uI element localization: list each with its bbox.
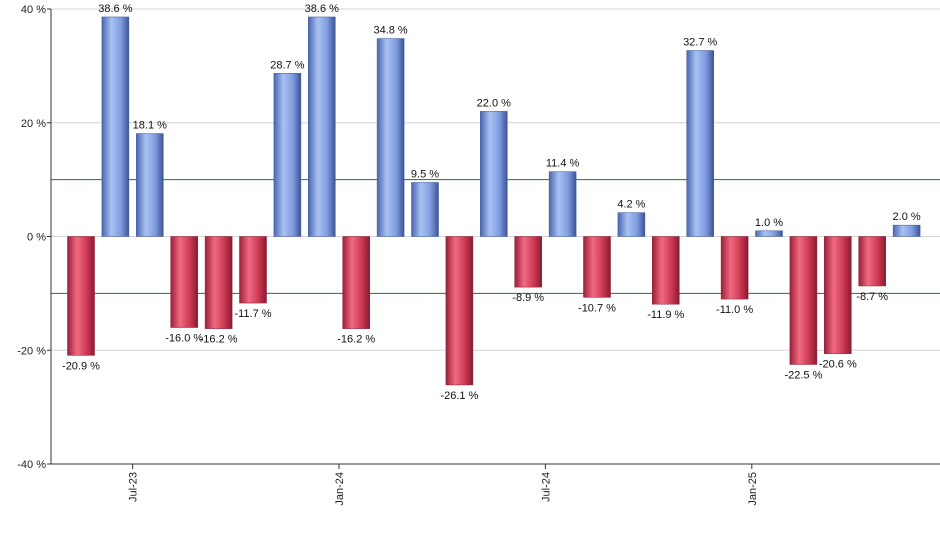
data-labels: -20.9 %38.6 %18.1 %-16.0 %-16.2 %-11.7 %… bbox=[62, 3, 921, 402]
data-label: -16.0 % bbox=[165, 333, 203, 345]
bar bbox=[824, 236, 852, 354]
bar bbox=[308, 16, 336, 237]
axes: 40 % 20 % 0 % -20 % -40 % Jul-23 Jan-24 Jul-24 J… bbox=[17, 4, 940, 506]
y-tick-label: 40 % bbox=[21, 4, 46, 16]
data-label: 11.4 % bbox=[546, 158, 580, 170]
bar bbox=[652, 236, 680, 305]
y-tick-label: 0 % bbox=[27, 232, 46, 244]
bars bbox=[67, 16, 921, 386]
data-label: 34.8 % bbox=[373, 25, 407, 37]
data-label: -11.7 % bbox=[234, 308, 271, 320]
bar bbox=[480, 111, 508, 237]
bar bbox=[376, 38, 405, 237]
bar bbox=[514, 236, 542, 288]
bar bbox=[583, 236, 611, 298]
y-tick-label: 20 % bbox=[21, 118, 46, 130]
x-tick-label: Jan-24 bbox=[334, 472, 346, 506]
bar bbox=[342, 236, 370, 329]
data-label: 32.7 % bbox=[683, 37, 717, 49]
bar bbox=[617, 212, 646, 237]
data-label: -11.0 % bbox=[716, 304, 753, 316]
bar bbox=[273, 73, 302, 237]
bar bbox=[204, 236, 233, 329]
y-tick-label: -40 % bbox=[17, 459, 46, 471]
data-label: -8.7 % bbox=[856, 291, 888, 303]
x-tick-label: Jul-23 bbox=[128, 472, 140, 502]
bar bbox=[411, 182, 439, 237]
data-label: 2.0 % bbox=[893, 211, 921, 223]
data-label: 38.6 % bbox=[305, 3, 339, 15]
data-label: 22.0 % bbox=[477, 97, 511, 109]
data-label: -16.2 % bbox=[200, 334, 238, 346]
bar bbox=[720, 236, 749, 300]
bar bbox=[170, 236, 198, 328]
bar bbox=[789, 236, 818, 365]
bar bbox=[892, 224, 921, 237]
bar bbox=[136, 133, 164, 237]
bar bbox=[239, 236, 267, 304]
data-label: 38.6 % bbox=[98, 3, 132, 15]
x-tick-label: Jul-24 bbox=[540, 472, 552, 502]
bar bbox=[101, 16, 130, 237]
data-label: -11.9 % bbox=[647, 309, 684, 321]
y-tick-label: -20 % bbox=[17, 345, 46, 357]
data-label: -10.7 % bbox=[578, 302, 616, 314]
data-label: -22.5 % bbox=[784, 369, 822, 381]
bar bbox=[858, 236, 886, 287]
bar bbox=[445, 236, 474, 386]
data-label: 9.5 % bbox=[411, 168, 439, 180]
data-label: -8.9 % bbox=[512, 292, 544, 304]
data-label: -26.1 % bbox=[440, 390, 478, 402]
bar bbox=[67, 236, 95, 356]
data-label: 28.7 % bbox=[270, 59, 304, 71]
data-label: 4.2 % bbox=[617, 199, 645, 211]
data-label: -16.2 % bbox=[337, 334, 375, 346]
bar bbox=[755, 230, 783, 237]
bar bbox=[548, 171, 577, 237]
data-label: 18.1 % bbox=[133, 120, 167, 132]
data-label: -20.9 % bbox=[62, 360, 100, 372]
x-tick-label: Jan-25 bbox=[747, 472, 759, 506]
data-label: -20.6 % bbox=[819, 359, 857, 371]
bar bbox=[686, 50, 714, 237]
data-label: 1.0 % bbox=[755, 217, 783, 229]
